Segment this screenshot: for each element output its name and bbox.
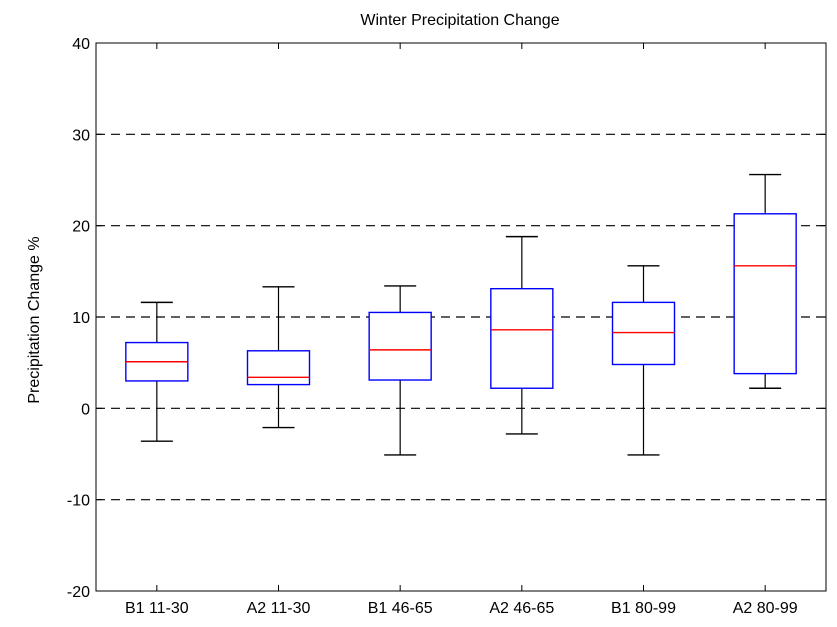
axis-ticks: -20 -10 0 10 20 30 40 B1 11-30 A2 11-30 B1 46-65 A… [67, 36, 826, 617]
x-tick-label: B1 46-65 [368, 600, 433, 617]
y-tick-label: -20 [67, 584, 90, 601]
box-4 [490, 235, 554, 435]
y-axis-label: Precipitation Change % [26, 236, 43, 403]
box-6 [733, 173, 797, 389]
y-tick-label: -10 [67, 493, 90, 510]
box-body [368, 311, 432, 381]
box-5 [611, 265, 676, 456]
x-tick-label: A2 80-99 [733, 600, 798, 617]
box-1 [125, 301, 189, 442]
y-tick-label: 40 [72, 36, 90, 53]
x-tick-label: A2 11-30 [247, 600, 311, 617]
box-3 [368, 285, 432, 456]
box-body [490, 287, 554, 389]
grid-lines [96, 133, 826, 501]
box-body [246, 350, 311, 386]
x-tick-label: A2 46-65 [489, 600, 554, 617]
y-tick-label: 20 [72, 219, 90, 236]
box-body [733, 213, 797, 375]
chart-title: Winter Precipitation Change [360, 12, 559, 29]
box-body [611, 301, 676, 366]
x-tick-label: B1 11-30 [125, 600, 189, 617]
y-tick-label: 10 [72, 310, 90, 327]
box-2 [246, 286, 311, 429]
y-tick-label: 0 [81, 401, 90, 418]
y-tick-label: 30 [72, 127, 90, 144]
x-tick-label: B1 80-99 [611, 600, 676, 617]
box-series [125, 173, 797, 456]
